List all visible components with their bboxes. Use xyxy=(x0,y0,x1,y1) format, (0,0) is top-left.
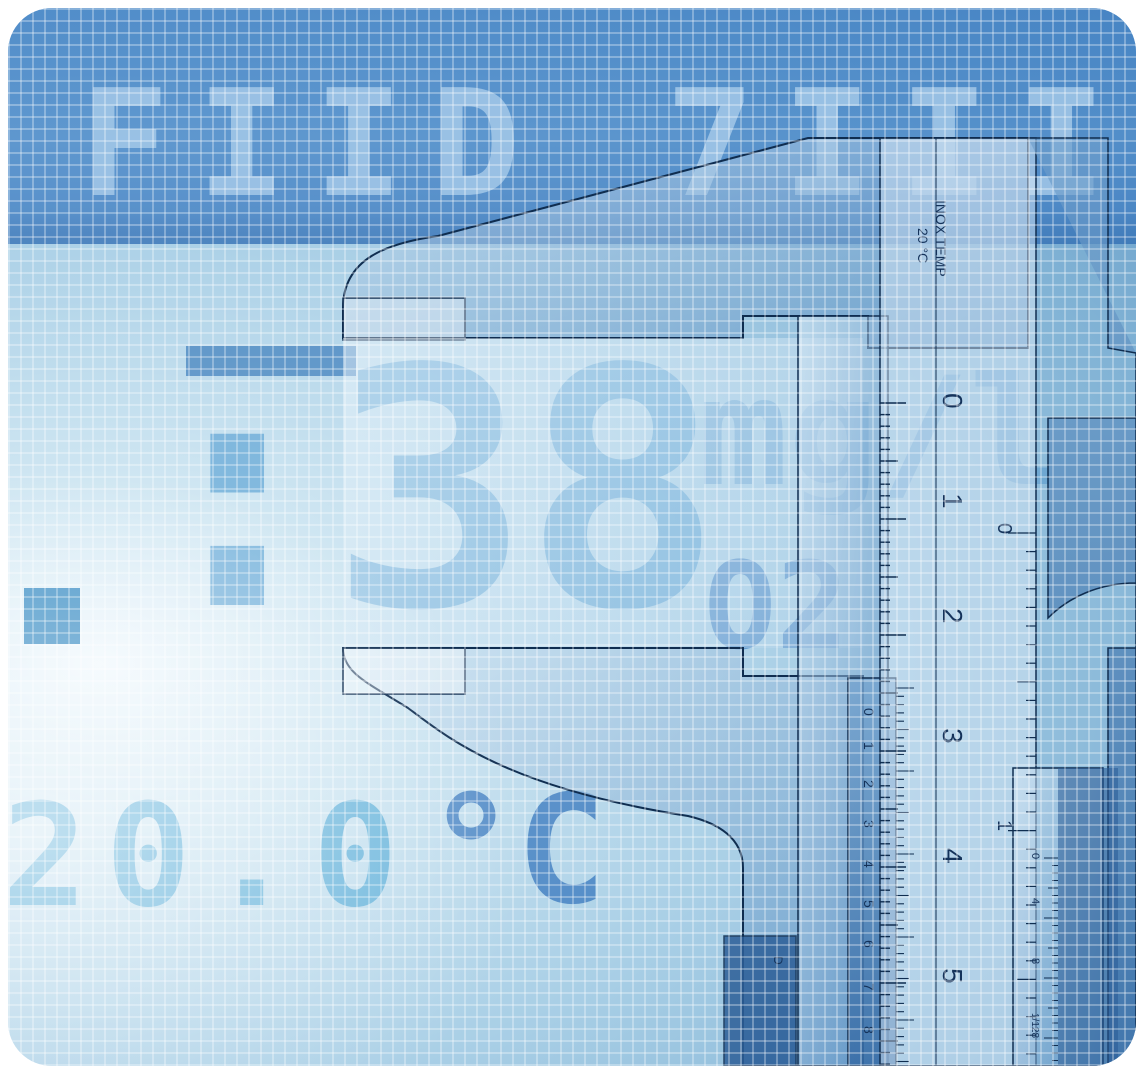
vernier-label-1: 1 xyxy=(861,742,877,750)
vernier-label-6: 6 xyxy=(861,940,877,948)
main-scale-label-4: 4 xyxy=(937,848,968,864)
main-scale-label-2: 2 xyxy=(937,608,968,624)
main-scale-label-0: 0 xyxy=(937,393,968,409)
small-scale-label-8: 8 xyxy=(1029,958,1041,964)
caliper-temp-label: 20 °C xyxy=(915,228,931,263)
vernier-label-4: 4 xyxy=(861,860,877,868)
vernier-label-7: 7 xyxy=(861,983,877,991)
vernier-label-0: 0 xyxy=(861,708,877,716)
vernier-label-8: 8 xyxy=(861,1026,877,1034)
vernier-label-5: 5 xyxy=(861,900,877,908)
main-scale-label-1: 1 xyxy=(937,493,968,509)
caliper-upper-slot xyxy=(342,297,466,341)
caliper-lower-slot xyxy=(342,647,466,695)
small-scale-label-4: 4 xyxy=(1029,898,1041,904)
vernier-label-3: 3 xyxy=(861,820,877,828)
main-scale-label-3: 3 xyxy=(937,728,968,744)
depth-marker-label: D xyxy=(771,956,785,965)
caliper-illustration: INOX TEMP 20 °C 0 1 2 3 4 5 0 1 0 1 2 3 … xyxy=(341,137,1136,1066)
inch-scale-label-0: 0 xyxy=(993,523,1015,534)
photo-frame: FIID 7IIII IR :38 mg/l O2 20.0 °C xyxy=(8,8,1136,1066)
main-scale-label-5: 5 xyxy=(937,968,968,984)
small-scale-label-fraction: 1/128 xyxy=(1029,1013,1040,1038)
inch-scale-label-1: 1 xyxy=(993,820,1015,831)
caliper-brand-label: INOX TEMP xyxy=(933,200,949,277)
caliper-measuring-window xyxy=(343,338,863,648)
vernier-label-2: 2 xyxy=(861,780,877,788)
small-scale-label-0: 0 xyxy=(1029,853,1041,859)
